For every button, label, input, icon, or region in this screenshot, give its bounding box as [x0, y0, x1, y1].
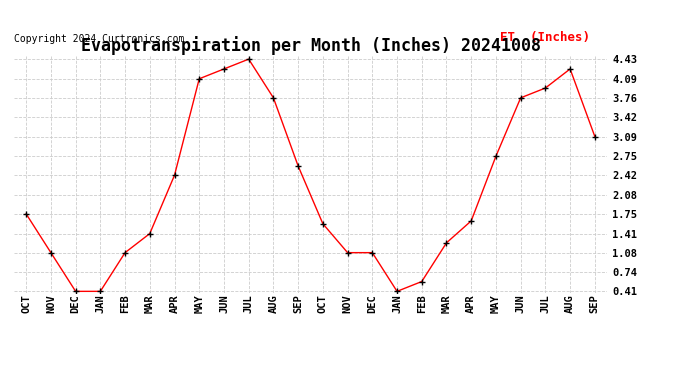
- Text: Copyright 2024 Curtronics.com: Copyright 2024 Curtronics.com: [14, 34, 184, 45]
- Title: Evapotranspiration per Month (Inches) 20241008: Evapotranspiration per Month (Inches) 20…: [81, 36, 540, 55]
- Text: ET  (Inches): ET (Inches): [500, 32, 591, 45]
